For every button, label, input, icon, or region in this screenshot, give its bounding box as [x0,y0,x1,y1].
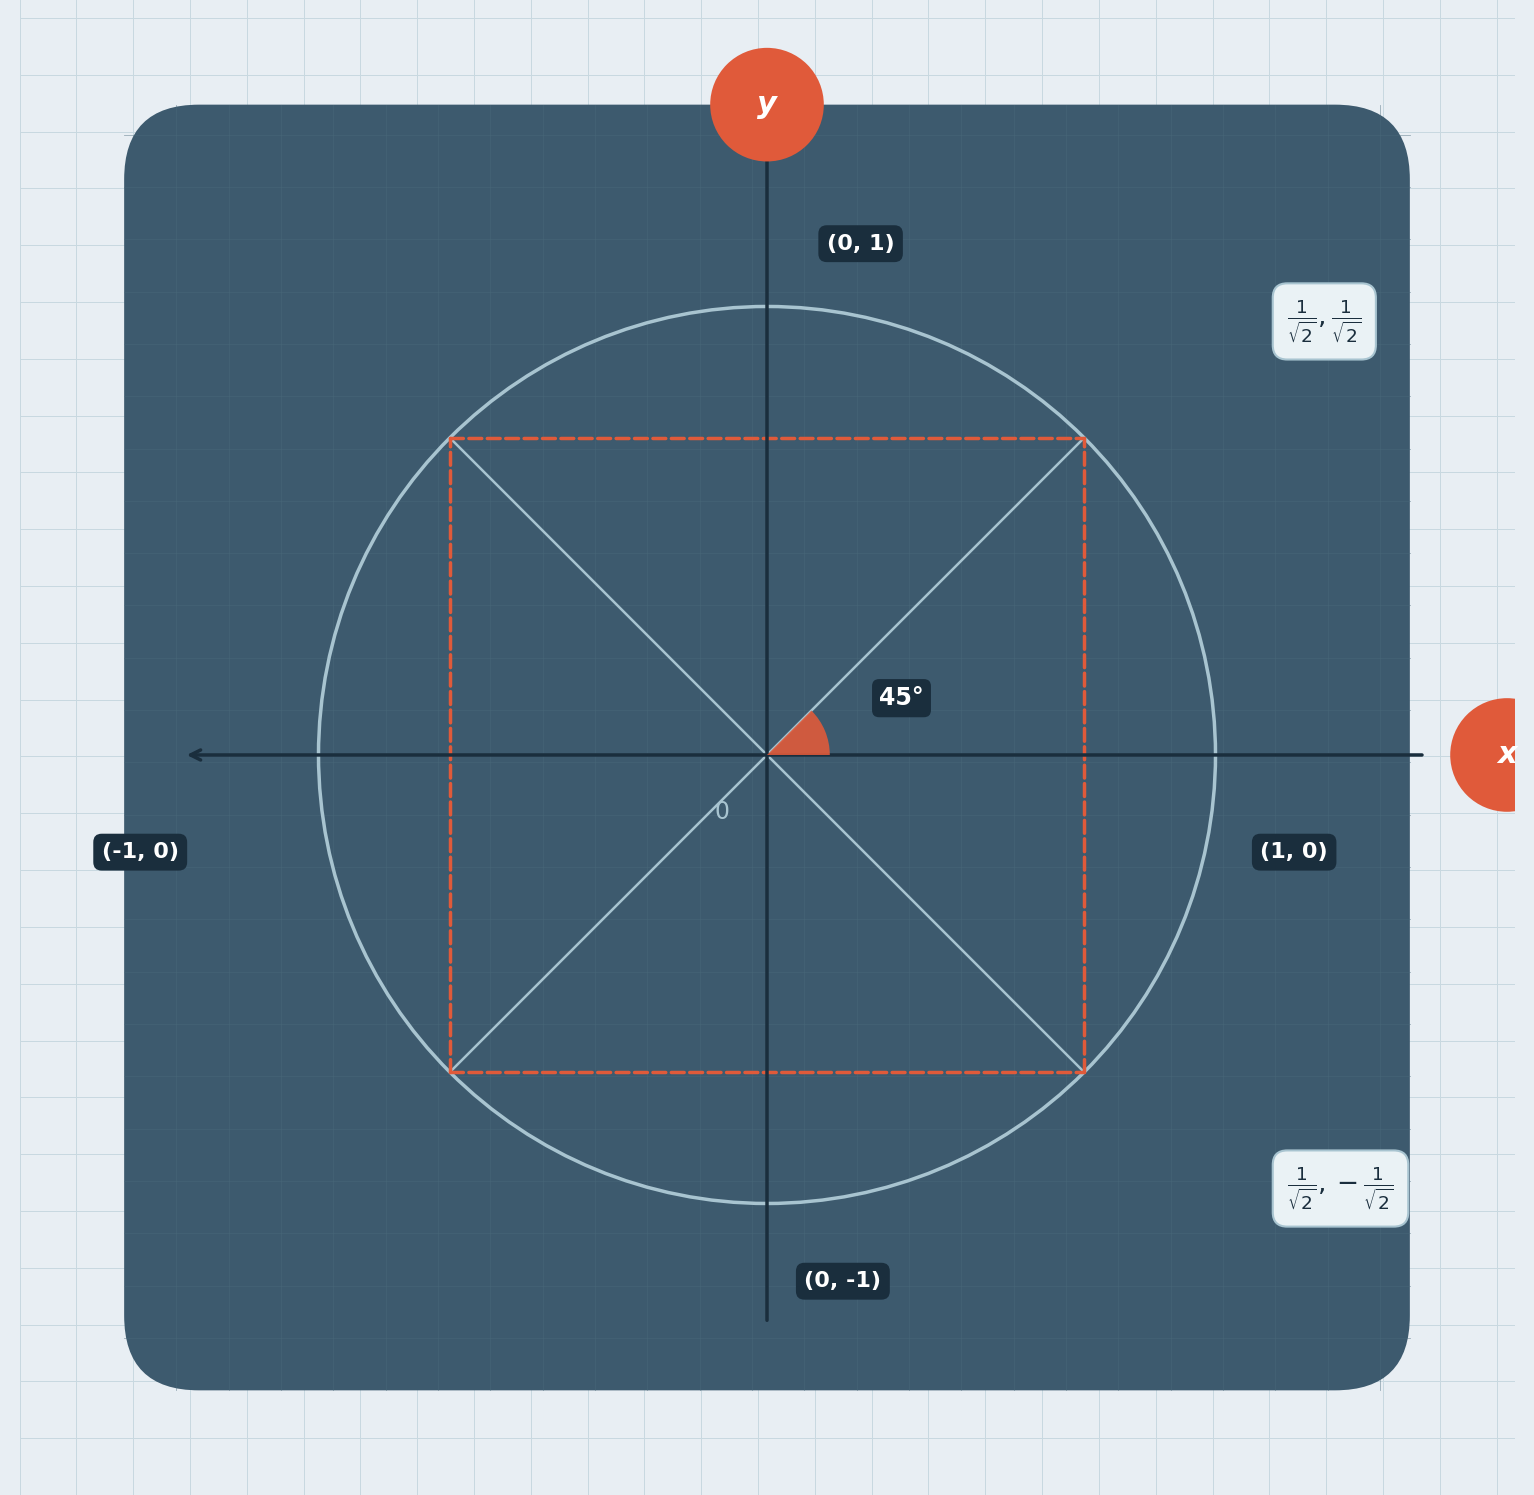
Text: $\frac{1}{\sqrt{2}}, \frac{1}{\sqrt{2}}$: $\frac{1}{\sqrt{2}}, \frac{1}{\sqrt{2}}$ [1287,298,1361,345]
Text: 0: 0 [715,800,730,824]
Text: (0, 1): (0, 1) [827,233,894,254]
Text: (0, -1): (0, -1) [804,1271,882,1292]
Text: (1, 0): (1, 0) [1261,842,1328,863]
Circle shape [710,48,824,161]
FancyBboxPatch shape [124,105,1410,1390]
Text: (-1, 0): (-1, 0) [101,842,179,863]
Circle shape [1450,698,1534,812]
Text: $\frac{1}{\sqrt{2}}, -\frac{1}{\sqrt{2}}$: $\frac{1}{\sqrt{2}}, -\frac{1}{\sqrt{2}}… [1287,1165,1394,1212]
Text: y: y [758,90,776,120]
Text: 45°: 45° [879,686,923,710]
Text: x: x [1497,740,1517,770]
Wedge shape [767,710,830,755]
